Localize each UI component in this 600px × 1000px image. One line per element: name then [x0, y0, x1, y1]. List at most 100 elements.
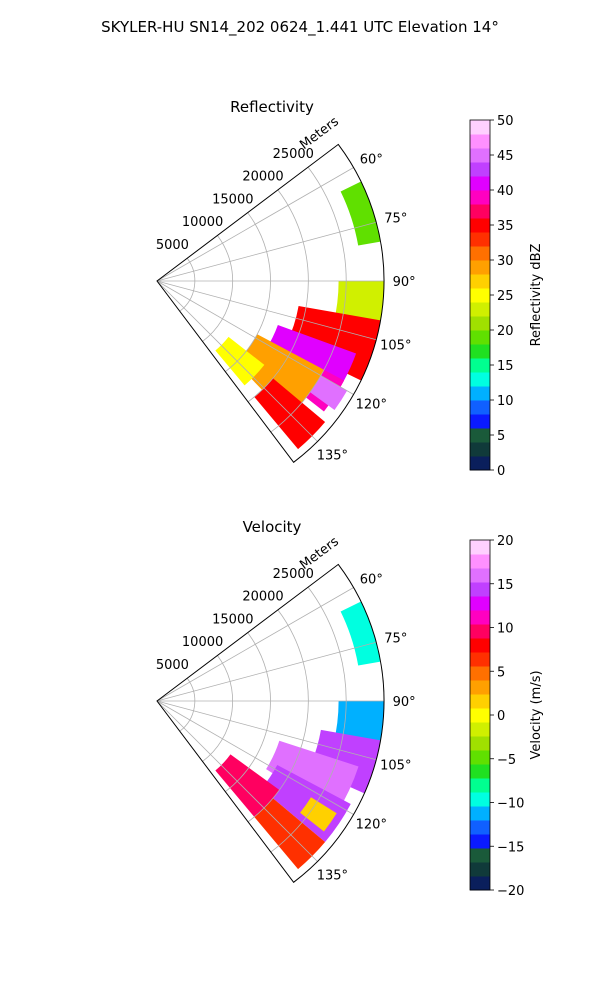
- colorbar-segment: [470, 652, 490, 667]
- range-tick-label: 20000: [242, 170, 283, 185]
- colorbar-segment: [470, 260, 490, 275]
- azimuth-tick-label: 120°: [356, 398, 387, 413]
- range-tick-label: 5000: [156, 238, 189, 253]
- range-ring-1: [202, 655, 234, 762]
- colorbar-segment: [470, 848, 490, 863]
- colorbar-segment: [470, 456, 490, 471]
- echo-region-0: [340, 181, 381, 246]
- colorbar-segment: [470, 708, 490, 723]
- colorbar-tick-label: 30: [497, 254, 514, 269]
- colorbar-tick-label: 10: [497, 394, 514, 409]
- colorbar-segment: [470, 792, 490, 807]
- azimuth-line-0: [156, 167, 354, 282]
- echo-region-2: [286, 305, 381, 381]
- azimuth-line-3: [156, 280, 377, 341]
- colorbar-segment: [470, 694, 490, 709]
- colorbar-segment: [470, 302, 490, 317]
- colorbar-segment: [470, 246, 490, 261]
- colorbar-segment: [470, 834, 490, 849]
- azimuth-tick-label: 60°: [360, 152, 383, 167]
- reflectivity-title: Reflectivity: [230, 98, 314, 116]
- colorbar-segment: [470, 540, 490, 555]
- colorbar-segment: [470, 190, 490, 205]
- azimuth-tick-label: 105°: [380, 338, 411, 353]
- range-ring-0: [179, 677, 196, 732]
- colorbar-segment: [470, 820, 490, 835]
- range-tick-label: 10000: [182, 635, 223, 650]
- echo-region-2: [309, 729, 381, 794]
- range-ring-2: [225, 632, 271, 792]
- range-ring-1: [202, 235, 234, 342]
- azimuth-tick-label: 75°: [384, 632, 407, 647]
- colorbar-tick-label: 5: [497, 665, 505, 680]
- azimuth-tick-label: 75°: [384, 212, 407, 227]
- colorbar-segment: [470, 176, 490, 191]
- colorbar-tick-label: 45: [497, 149, 514, 164]
- colorbar-segment: [470, 750, 490, 765]
- colorbar-tick-label: 20: [497, 324, 514, 339]
- azimuth-tick-label: 90°: [393, 275, 416, 290]
- echo-region-7: [215, 336, 265, 386]
- colorbar-segment: [470, 232, 490, 247]
- colorbar-tick-label: 10: [497, 622, 514, 637]
- colorbar-segment: [470, 666, 490, 681]
- echo-region-3: [266, 740, 359, 814]
- range-ring-2: [225, 212, 271, 372]
- colorbar-segment: [470, 274, 490, 289]
- sector-outline: [156, 143, 385, 463]
- velocity-grid: [156, 563, 385, 883]
- reflectivity-grid: [156, 143, 385, 463]
- colorbar-tick-label: −15: [497, 840, 524, 855]
- colorbar-label: Reflectivity dBZ: [529, 244, 544, 347]
- sector-outline: [156, 563, 385, 883]
- colorbar-segment: [470, 148, 490, 163]
- range-tick-label: 25000: [273, 567, 314, 582]
- range-tick-label: 5000: [156, 658, 189, 673]
- range-ring-3: [247, 189, 309, 403]
- range-tick-label: 15000: [212, 192, 253, 207]
- azimuth-tick-label: 135°: [317, 448, 348, 463]
- reflectivity-panel: Reflectivity 60° 75° 90° 105° 120° 135° 5000 10…: [156, 98, 544, 479]
- colorbar-segment: [470, 722, 490, 737]
- colorbar-segment: [470, 610, 490, 625]
- echo-region-6: [215, 754, 280, 817]
- colorbar-segment: [470, 624, 490, 639]
- range-tick-label: 10000: [182, 215, 223, 230]
- colorbar-tick-label: 20: [497, 534, 514, 549]
- reflectivity-colorbar: 0 5 10 15 20 25 30 35 40 45 50 Reflectivity dBZ: [469, 114, 544, 479]
- colorbar-tick-label: 0: [497, 464, 505, 479]
- range-tick-label: 15000: [212, 612, 253, 627]
- colorbar-tick-label: 35: [497, 219, 514, 234]
- range-ring-4: [270, 166, 347, 433]
- colorbar-segment: [470, 204, 490, 219]
- colorbar-label: Velocity (m/s): [529, 670, 544, 759]
- colorbar-segment: [470, 862, 490, 877]
- azimuth-tick-label: 60°: [360, 572, 383, 587]
- range-ring-0: [179, 257, 196, 312]
- colorbar-tick-label: 0: [497, 709, 505, 724]
- colorbar-tick-label: −20: [497, 884, 524, 899]
- range-ring-4: [270, 586, 347, 853]
- colorbar-segment: [470, 330, 490, 345]
- colorbar-segment: [470, 442, 490, 457]
- azimuth-line-4: [156, 280, 354, 395]
- azimuth-tick-label: 120°: [356, 818, 387, 833]
- colorbar-segment: [470, 764, 490, 779]
- colorbar-segment: [470, 680, 490, 695]
- colorbar-segment: [470, 162, 490, 177]
- colorbar-segment: [470, 596, 490, 611]
- colorbar-segment: [470, 120, 490, 135]
- azimuth-line-4: [156, 700, 354, 815]
- colorbar-tick-label: 5: [497, 429, 505, 444]
- azimuth-tick-label: 105°: [380, 758, 411, 773]
- colorbar-segment: [470, 582, 490, 597]
- colorbar-segment: [470, 876, 490, 891]
- figure-title: SKYLER-HU SN14_202 0624_1.441 UTC Elevat…: [101, 18, 499, 37]
- echo-region-0: [340, 601, 381, 666]
- colorbar-tick-label: 15: [497, 578, 514, 593]
- echo-region-6: [235, 334, 325, 418]
- colorbar-segment: [470, 386, 490, 401]
- azimuth-line-5: [156, 280, 318, 442]
- colorbar-segment: [470, 134, 490, 149]
